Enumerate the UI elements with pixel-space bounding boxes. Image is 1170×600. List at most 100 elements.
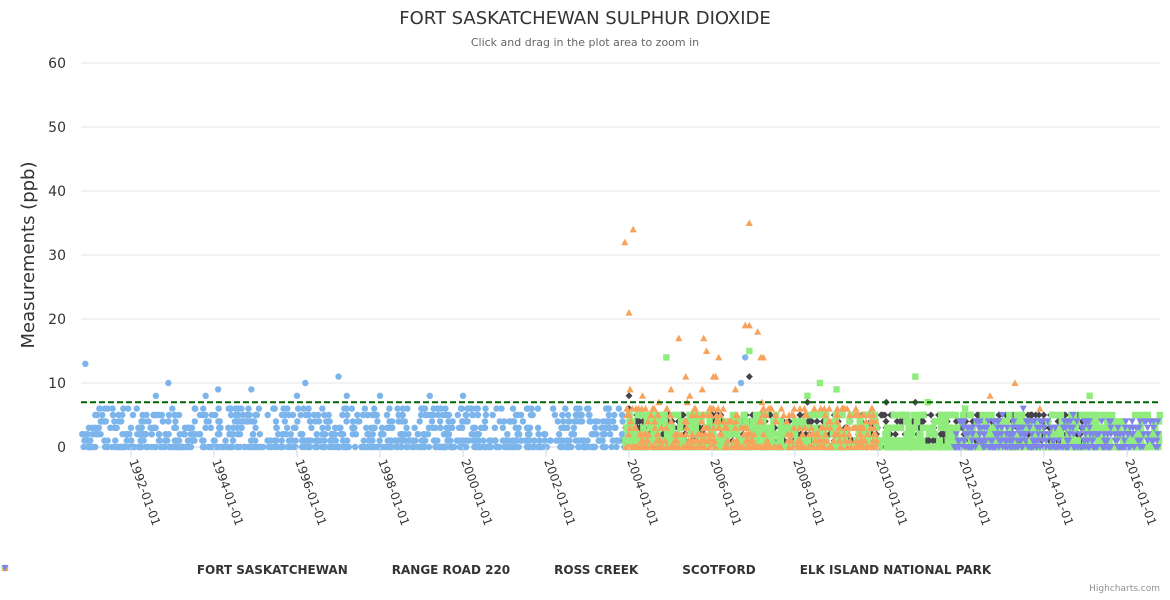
y-tick-label: 0 — [57, 440, 66, 456]
data-point — [1091, 444, 1099, 451]
data-point — [1094, 437, 1102, 444]
data-point — [425, 424, 433, 431]
data-point — [743, 437, 751, 444]
data-point — [1147, 443, 1154, 451]
data-point — [729, 437, 738, 444]
data-point — [226, 431, 234, 438]
data-point — [936, 437, 944, 444]
data-point — [781, 431, 789, 438]
data-point — [885, 437, 893, 444]
data-point — [1039, 418, 1047, 425]
data-point — [808, 430, 816, 438]
data-point — [399, 431, 406, 438]
series-fort-saskatchewan — [79, 354, 749, 451]
data-point — [535, 431, 542, 438]
data-point — [613, 443, 620, 451]
credits-link[interactable]: Highcharts.com — [1089, 584, 1160, 594]
data-point — [233, 418, 240, 425]
data-point — [652, 431, 659, 438]
data-point — [1077, 444, 1085, 451]
data-point — [686, 411, 693, 419]
data-point — [283, 424, 291, 431]
data-point — [398, 443, 405, 451]
data-point — [111, 418, 118, 425]
data-point — [84, 431, 91, 438]
data-point — [641, 405, 650, 412]
data-point — [251, 418, 258, 425]
data-point — [282, 411, 289, 419]
data-point — [1103, 418, 1111, 425]
data-point — [404, 443, 411, 451]
data-point — [670, 411, 677, 419]
data-point — [351, 424, 358, 431]
data-point — [700, 443, 709, 450]
data-point — [449, 443, 457, 451]
data-point — [784, 424, 791, 431]
legend-item-ross-creek[interactable]: ROSS CREEK — [2, 563, 638, 577]
triangle-marker-icon — [1, 564, 674, 575]
data-point — [467, 405, 474, 412]
data-point — [758, 424, 766, 431]
data-point — [960, 424, 968, 432]
data-point — [493, 405, 500, 412]
data-point — [278, 437, 285, 444]
data-point — [742, 418, 750, 425]
data-point — [102, 418, 109, 425]
data-point — [986, 392, 994, 399]
legend-item-range-road-220[interactable]: RANGE ROAD 220 — [1, 563, 510, 577]
data-point — [698, 385, 706, 393]
data-point — [929, 437, 937, 445]
data-point — [807, 424, 815, 431]
series-elk-island-national-park — [950, 405, 1162, 451]
data-point — [202, 424, 209, 431]
data-point — [647, 411, 655, 418]
data-point — [733, 411, 741, 418]
data-point — [190, 431, 197, 438]
y-axis: 0 10 20 30 40 50 60 — [48, 56, 66, 456]
data-point — [80, 443, 87, 451]
data-point — [653, 430, 661, 438]
data-point — [608, 443, 615, 451]
data-point — [363, 424, 370, 431]
legend-item-elk-island-national-park[interactable]: ELK ISLAND NATIONAL PARK — [1, 563, 991, 577]
data-point — [715, 353, 723, 361]
data-point — [599, 418, 607, 425]
data-point — [573, 405, 580, 412]
data-point — [833, 417, 841, 425]
data-point — [135, 443, 142, 451]
data-point — [908, 431, 916, 438]
legend-item-fort-saskatchewan[interactable]: FORT SASKATCHEWAN — [2, 563, 348, 577]
data-point — [270, 405, 277, 412]
data-point — [1028, 431, 1036, 438]
data-point — [214, 386, 222, 393]
data-point — [1082, 411, 1090, 419]
legend-item-scotford[interactable]: SCOTFORD — [1, 563, 756, 577]
data-point — [783, 417, 791, 425]
data-point — [1093, 411, 1101, 419]
data-point — [717, 430, 726, 438]
x-tick-label: 1996-01-01 — [292, 457, 329, 527]
data-point — [700, 334, 708, 342]
data-point — [845, 430, 853, 438]
data-point — [115, 411, 122, 419]
data-point — [655, 418, 663, 425]
data-point — [217, 424, 224, 431]
data-point — [668, 424, 676, 431]
data-point — [486, 437, 493, 444]
data-point — [932, 443, 940, 451]
data-point — [988, 437, 997, 445]
data-point — [442, 411, 449, 419]
data-point — [349, 418, 357, 425]
data-point — [987, 431, 994, 438]
data-point — [655, 437, 664, 444]
data-point — [340, 431, 347, 438]
data-point — [802, 411, 810, 418]
data-point — [938, 418, 945, 425]
data-point — [770, 418, 777, 425]
data-point — [1131, 411, 1139, 419]
data-point — [920, 411, 927, 419]
data-point — [294, 418, 301, 425]
data-point — [281, 418, 289, 425]
data-point — [831, 418, 838, 425]
